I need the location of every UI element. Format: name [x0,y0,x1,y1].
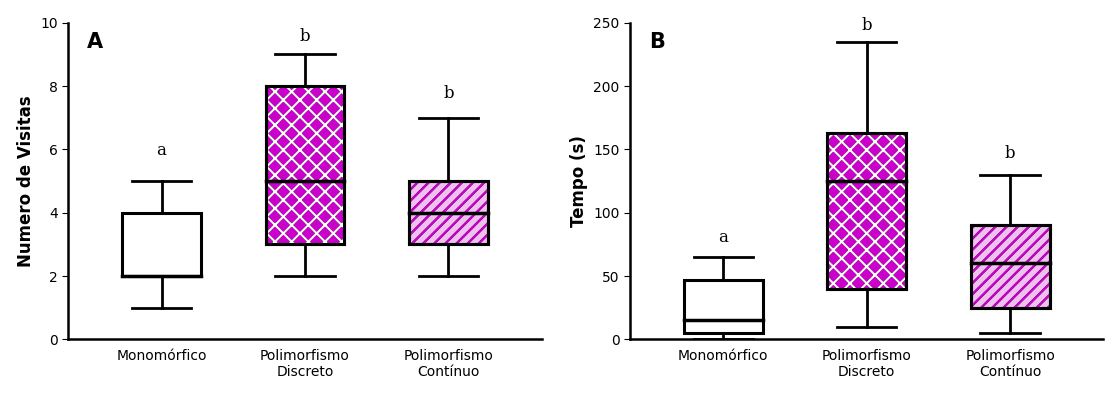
Y-axis label: Numero de Visitas: Numero de Visitas [17,95,35,267]
Text: b: b [1005,145,1016,162]
Bar [828,133,906,289]
Bar [265,86,345,244]
Bar [122,213,200,276]
Bar [265,86,345,244]
Bar [409,181,488,244]
Text: b: b [861,17,871,34]
Text: A: A [87,32,103,52]
Bar [971,225,1049,308]
Text: a: a [157,142,167,159]
Text: a: a [718,228,728,246]
Y-axis label: Tempo (s): Tempo (s) [569,135,588,227]
Bar [409,181,488,244]
Bar [683,280,763,333]
Bar [265,86,345,244]
Bar [971,225,1049,308]
Bar [828,133,906,289]
Bar [828,133,906,289]
Text: b: b [444,85,454,102]
Text: B: B [648,32,664,52]
Text: b: b [300,28,310,45]
Bar [828,133,906,289]
Bar [971,225,1049,308]
Bar [409,181,488,244]
Bar [265,86,345,244]
